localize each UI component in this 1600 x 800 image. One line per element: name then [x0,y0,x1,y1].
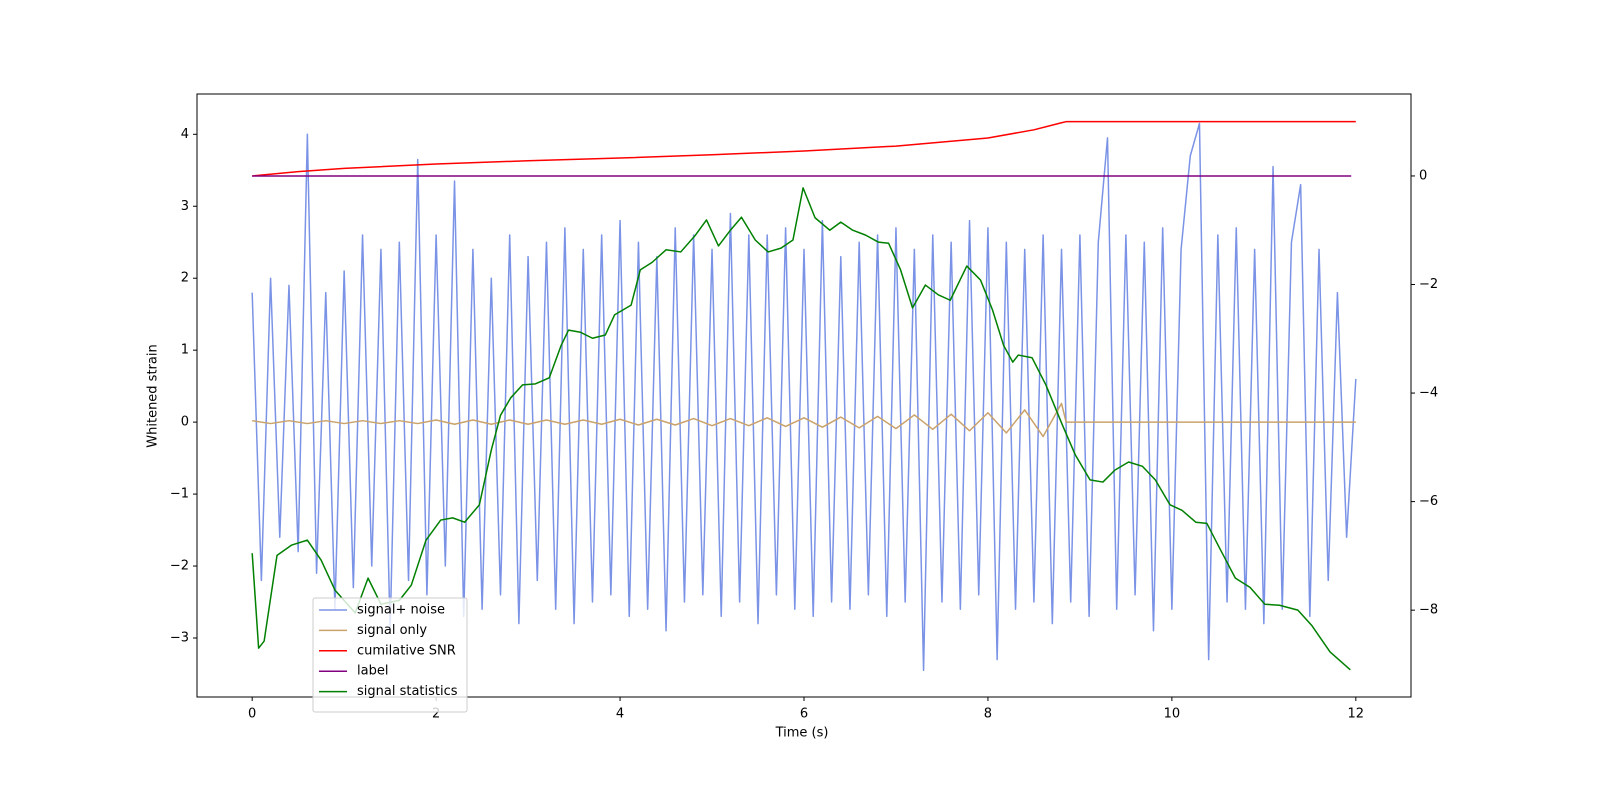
legend: signal+ noise signal only cumilative SNR la… [312,597,468,713]
y-axis-label: Whitened strain [146,344,161,447]
legend-label: signal+ noise [357,603,445,618]
y-tick-label: 4 [181,127,189,142]
x-tick-label: 8 [984,707,992,722]
legend-box [312,597,468,713]
x-tick-label: 2 [432,707,440,722]
series-line [252,120,1356,177]
y-tick-label: −3 [170,630,189,645]
series-line [252,402,1356,438]
x-tick-label: 10 [1164,707,1181,722]
y2-tick-label: −6 [1419,494,1438,509]
y2-tick-label: −2 [1419,277,1438,292]
y2-tick-label: −8 [1419,603,1438,618]
legend-label: label [357,664,388,679]
x-axis-label: Time (s) [775,726,829,741]
y-tick-label: 3 [181,199,189,214]
x-tick-label: 12 [1348,707,1365,722]
y-tick-label: 1 [181,343,189,358]
y2-tick-label: −4 [1419,386,1438,401]
plot-area [251,120,1357,672]
series-line [251,122,1357,672]
legend-label: signal only [357,623,427,638]
y-tick-label: 0 [181,415,189,430]
y-tick-label: −1 [170,487,189,502]
x-tick-label: 0 [248,707,256,722]
x-tick-label: 4 [616,707,624,722]
y2-tick-label: 0 [1419,168,1427,183]
series-line [251,187,1351,671]
x-tick-label: 6 [800,707,808,722]
y-tick-label: −2 [170,559,189,574]
y-tick-label: 2 [181,271,189,286]
legend-label: signal statistics [357,684,458,699]
legend-label: cumilative SNR [357,643,456,658]
